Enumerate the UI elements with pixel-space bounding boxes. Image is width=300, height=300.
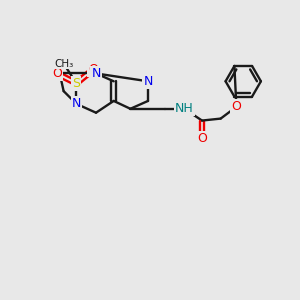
Text: CH₃: CH₃: [54, 58, 73, 69]
Text: NH: NH: [175, 102, 194, 115]
Text: O: O: [197, 132, 207, 145]
Text: N: N: [143, 75, 153, 88]
Text: N: N: [72, 98, 81, 110]
Text: N: N: [91, 67, 101, 80]
Text: O: O: [52, 67, 62, 80]
Text: S: S: [72, 77, 80, 90]
Text: O: O: [231, 100, 241, 113]
Text: O: O: [88, 63, 98, 76]
